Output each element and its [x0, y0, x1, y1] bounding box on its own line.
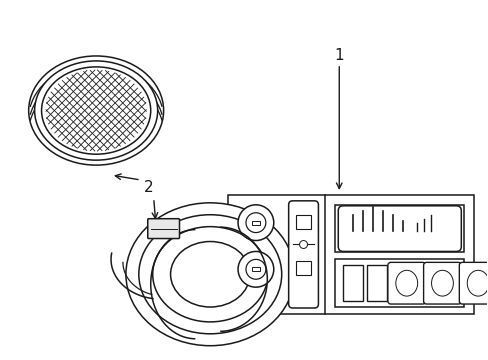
FancyBboxPatch shape — [147, 219, 179, 239]
FancyBboxPatch shape — [458, 262, 488, 304]
FancyBboxPatch shape — [288, 201, 318, 308]
Bar — [295, 261, 311, 275]
Bar — [251, 221, 259, 225]
Bar — [366, 265, 386, 301]
Circle shape — [238, 205, 273, 240]
Bar — [251, 267, 259, 271]
Circle shape — [238, 251, 273, 287]
Ellipse shape — [467, 270, 488, 296]
Ellipse shape — [431, 270, 452, 296]
FancyBboxPatch shape — [338, 206, 460, 251]
Circle shape — [245, 213, 265, 233]
Text: 1: 1 — [334, 49, 344, 63]
Ellipse shape — [35, 61, 157, 160]
FancyBboxPatch shape — [387, 262, 425, 304]
Ellipse shape — [41, 67, 150, 154]
Ellipse shape — [170, 242, 249, 307]
Circle shape — [299, 240, 307, 248]
Text: 2: 2 — [143, 180, 153, 195]
Bar — [335, 205, 463, 252]
Ellipse shape — [29, 56, 163, 165]
Ellipse shape — [126, 203, 294, 346]
Bar — [335, 260, 463, 307]
Circle shape — [245, 260, 265, 279]
Ellipse shape — [395, 270, 417, 296]
Ellipse shape — [139, 215, 281, 334]
Bar — [295, 215, 311, 229]
Bar — [343, 265, 362, 301]
Ellipse shape — [152, 227, 267, 322]
Bar — [228, 195, 473, 314]
FancyBboxPatch shape — [423, 262, 460, 304]
